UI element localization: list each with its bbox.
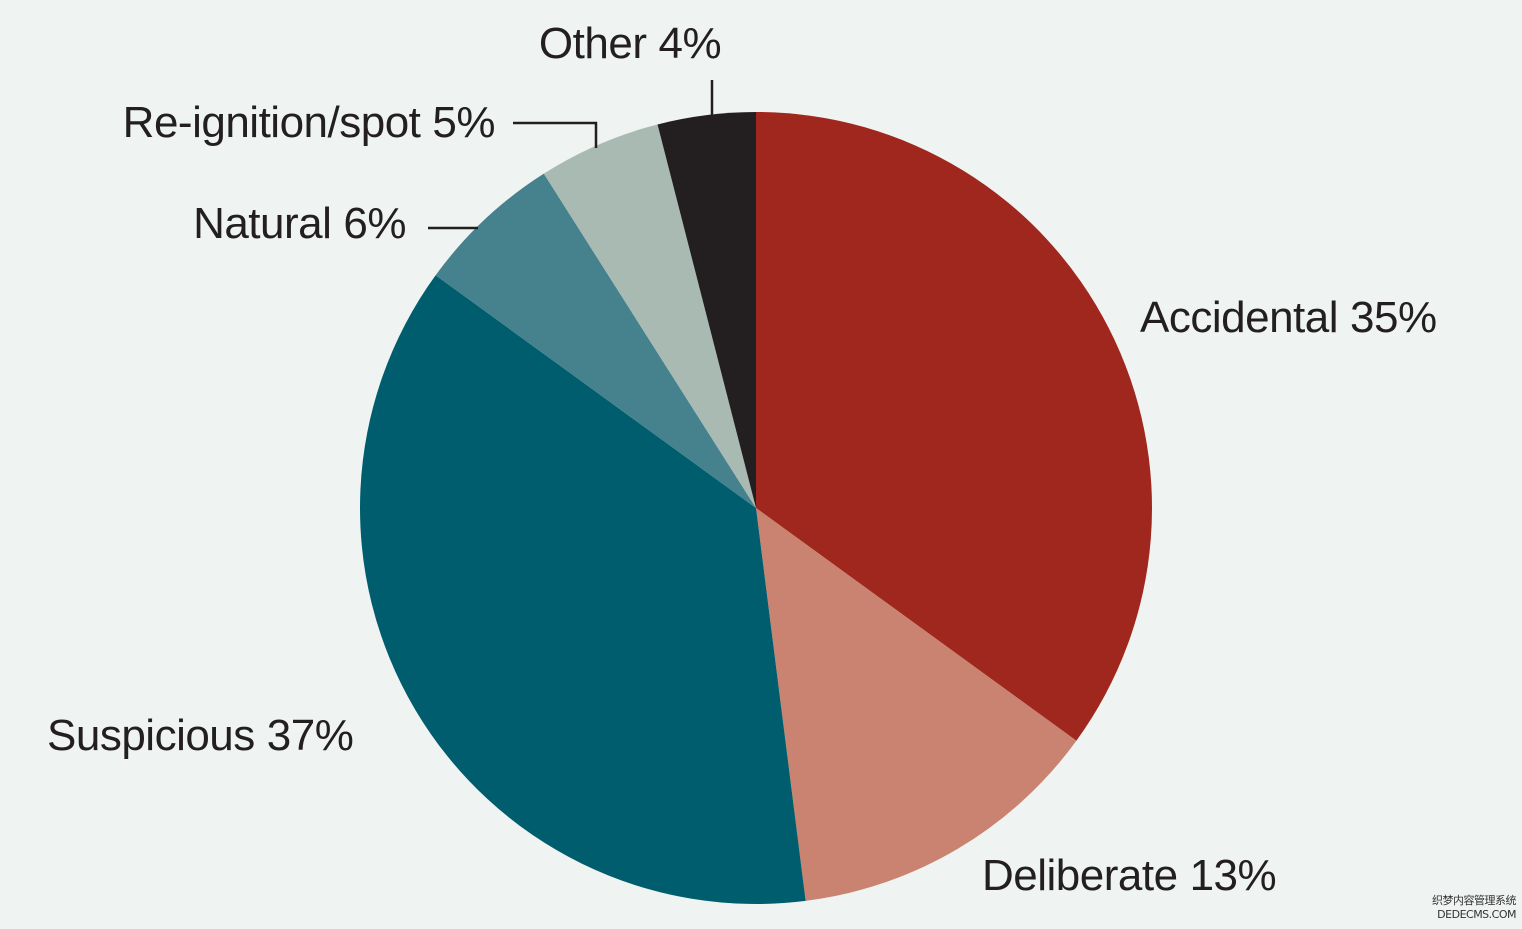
slice-label: Deliberate 13% <box>982 851 1276 900</box>
pie-slice <box>756 112 1152 741</box>
category-label: Suspicious <box>47 711 255 760</box>
watermark: DEDECMS.COM <box>1437 908 1516 921</box>
category-label: Natural <box>193 199 331 248</box>
category-label: Other <box>539 19 647 68</box>
category-label: Deliberate <box>982 851 1178 900</box>
slices <box>360 112 1152 904</box>
watermark: 织梦内容管理系统 <box>1432 893 1516 907</box>
value-label: 5% <box>432 98 495 147</box>
slice-label: Other 4% <box>539 19 721 68</box>
pie-slice <box>756 508 1077 901</box>
slice-label: Suspicious 37% <box>47 711 353 760</box>
category-label: Accidental <box>1140 293 1338 342</box>
category-label: Re-ignition/spot <box>123 98 421 147</box>
value-label: 35% <box>1350 293 1437 342</box>
value-label: 37% <box>267 711 354 760</box>
pie-slice <box>360 275 806 904</box>
pie-slice <box>435 173 756 508</box>
leader-line <box>513 121 598 148</box>
pie-slice <box>543 124 756 508</box>
pie-slice <box>657 112 756 508</box>
value-label: 4% <box>658 19 721 68</box>
value-label: 13% <box>1190 851 1277 900</box>
slice-label: Natural 6% <box>193 199 406 248</box>
slice-label: Re-ignition/spot 5% <box>123 98 495 147</box>
value-label: 6% <box>343 199 406 248</box>
slice-label: Accidental 35% <box>1140 293 1437 342</box>
